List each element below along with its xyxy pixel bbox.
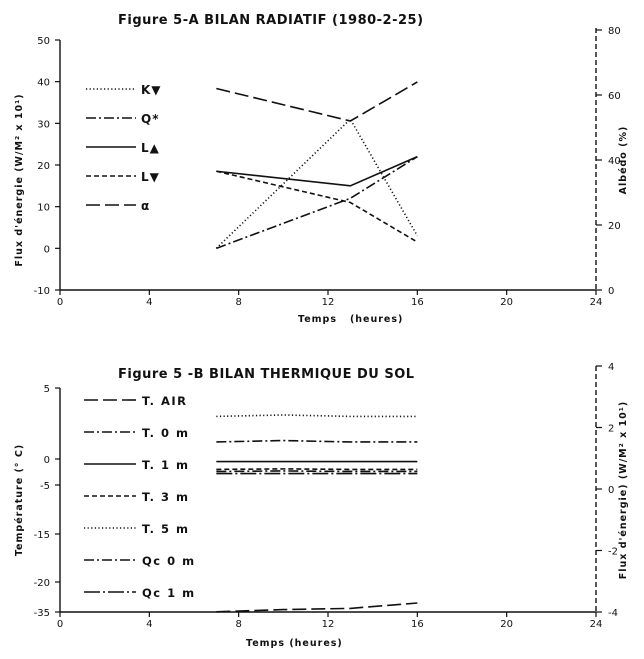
chart-5b-y-right-tick-label: 2 bbox=[608, 424, 614, 435]
chart-5a-x-tick-label: 24 bbox=[590, 297, 603, 308]
chart-5b-y-right-tick-label: -2 bbox=[608, 547, 618, 558]
chart-5b-series-line bbox=[216, 468, 418, 471]
chart-5a-y-tick-label: 30 bbox=[37, 119, 50, 130]
chart-5b-x-tick-label: 20 bbox=[500, 619, 513, 630]
chart-5a-y-tick-label: 0 bbox=[44, 244, 50, 255]
chart-5b-legend-label: T. 5 m bbox=[142, 522, 189, 536]
chart-5b-legend-label: Qc 0 m bbox=[142, 554, 196, 568]
chart-5a-y-right-tick-label: 80 bbox=[608, 26, 621, 37]
chart-5a-y-tick-label: 50 bbox=[37, 36, 50, 47]
chart-5a-y-tick-label: -10 bbox=[34, 286, 50, 297]
chart-5b-legend-label: T. 1 m bbox=[142, 458, 189, 472]
chart-5b-y-tick-label: -20 bbox=[34, 578, 50, 589]
chart-5a-x-tick-label: 12 bbox=[322, 297, 335, 308]
chart-5b-legend-label: T. 3 m bbox=[142, 490, 189, 504]
chart-5a-series-line bbox=[216, 81, 418, 122]
chart-5b-legend-label: T. AIR bbox=[142, 394, 188, 408]
chart-5b-x-tick-label: 8 bbox=[235, 619, 241, 630]
chart-5b-y-label: Température (° C) bbox=[14, 444, 25, 556]
chart-5a-y-label: Flux d'énergie (W/M² x 10¹) bbox=[14, 93, 25, 266]
chart-5a-legend-label: L▼ bbox=[141, 170, 160, 184]
chart-5b-x-tick-label: 16 bbox=[411, 619, 424, 630]
chart-5a-title: Figure 5-A BILAN RADIATIF (1980-2-25) bbox=[118, 13, 424, 28]
chart-5b-x-tick-label: 24 bbox=[590, 619, 603, 630]
chart-5a-x-tick-label: 0 bbox=[57, 297, 63, 308]
chart-5b-legend-label: T. 0 m bbox=[142, 426, 189, 440]
chart-5a-x-tick-label: 8 bbox=[235, 297, 241, 308]
chart-5a-x-label: Temps (heures) bbox=[298, 314, 403, 325]
chart-5a-series-line bbox=[216, 170, 418, 243]
chart-5a-y-tick-label: 20 bbox=[37, 161, 50, 172]
chart-5b-y-tick-label: -15 bbox=[34, 530, 50, 541]
chart-5b-y-tick-label: -5 bbox=[40, 481, 50, 492]
chart-5b-y-right-tick-label: 4 bbox=[608, 362, 614, 373]
chart-5a-y-right-tick-label: 60 bbox=[608, 91, 621, 102]
chart-5a-legend-label: α bbox=[141, 199, 150, 213]
chart-5b-y-tick-label: -35 bbox=[34, 608, 50, 619]
chart-5b-x-tick-label: 0 bbox=[57, 619, 63, 630]
chart-5b-series-line bbox=[216, 414, 418, 418]
chart-5a-y-tick-label: 40 bbox=[37, 78, 50, 89]
chart-5b-x-tick-label: 4 bbox=[146, 619, 152, 630]
chart-5a-y-right-tick-label: 0 bbox=[608, 286, 614, 297]
chart-5b-y-right-tick-label: -4 bbox=[608, 608, 618, 619]
chart-5b-legend-label: Qc 1 m bbox=[142, 586, 196, 600]
chart-5a-x-tick-label: 16 bbox=[411, 297, 424, 308]
chart-5b-series-line bbox=[216, 470, 418, 473]
chart-5a-legend-label: Q* bbox=[141, 112, 159, 126]
chart-5b-y-right-tick-label: 0 bbox=[608, 485, 614, 496]
chart-5a-series-line bbox=[215, 117, 419, 249]
chart-5a-y-right-tick-label: 40 bbox=[608, 156, 621, 167]
chart-5b-series-line bbox=[216, 602, 418, 613]
chart-5b-x-label: Temps (heures) bbox=[246, 638, 343, 649]
chart-5a-x-tick-label: 4 bbox=[146, 297, 152, 308]
chart-5a-y-right-tick-label: 20 bbox=[608, 221, 621, 232]
chart-5b-series-line bbox=[216, 439, 418, 443]
chart-5a-series-line bbox=[216, 155, 418, 187]
chart-5a-legend-label: L▲ bbox=[141, 141, 160, 155]
chart-5a-legend-label: K▼ bbox=[141, 83, 162, 97]
chart-5b-y-tick-label: 5 bbox=[44, 384, 50, 395]
chart-5b-soil-thermal-balance: Figure 5 -B BILAN THERMIQUE DU SOL 0 4 8 12… bbox=[14, 362, 629, 649]
chart-5b-x-tick-label: 12 bbox=[322, 619, 335, 630]
chart-5b-title: Figure 5 -B BILAN THERMIQUE DU SOL bbox=[118, 367, 415, 382]
chart-5b-y-right-label: Flux d'énergie) (W/M² x 10¹) bbox=[618, 401, 629, 580]
chart-5a-x-tick-label: 20 bbox=[500, 297, 513, 308]
chart-5a-y-right-label: Albédo (%) bbox=[618, 126, 629, 195]
chart-5a-radiation-balance: Figure 5-A BILAN RADIATIF (1980-2-25) 0 4… bbox=[14, 13, 629, 325]
chart-5b-y-tick-label: 0 bbox=[44, 455, 50, 466]
chart-5a-y-tick-label: 10 bbox=[37, 203, 50, 214]
